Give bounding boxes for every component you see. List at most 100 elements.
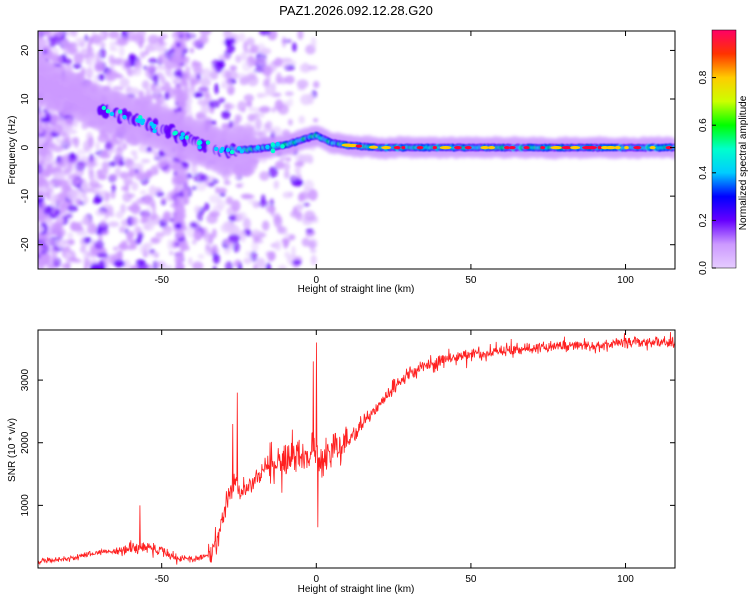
- heatmap-cell: [225, 196, 234, 205]
- heatmap-cell: [102, 161, 109, 172]
- heatmap-cell: [561, 146, 572, 150]
- heatmap-cell: [176, 42, 181, 48]
- heatmap-cell: [271, 82, 276, 91]
- heatmap-cell: [109, 41, 116, 50]
- heatmap-cell: [79, 246, 86, 254]
- heatmap-cell: [130, 150, 138, 156]
- heatmap-cell: [38, 214, 44, 222]
- colorbar-tick-label: 0.6: [698, 118, 709, 132]
- heatmap-cell: [124, 183, 130, 193]
- heatmap-cell: [163, 265, 173, 269]
- heatmap-cell: [178, 167, 187, 173]
- heatmap-cell: [130, 204, 141, 215]
- heatmap-cell: [99, 47, 107, 59]
- heatmap-cell: [239, 149, 244, 154]
- heatmap-cell: [196, 73, 202, 81]
- heatmap-cell: [540, 146, 546, 150]
- heatmap-cell: [38, 257, 46, 263]
- heatmap-cell: [88, 136, 94, 148]
- heatmap-cell: [181, 74, 187, 83]
- heatmap-cell: [144, 50, 149, 56]
- heatmap-cell: [191, 59, 199, 71]
- heatmap-cell: [177, 163, 183, 168]
- heatmap-cell: [224, 248, 231, 255]
- heatmap-cell: [96, 252, 109, 258]
- heatmap-cell: [150, 83, 156, 92]
- heatmap-cell: [205, 140, 211, 145]
- heatmap-cell: [174, 160, 178, 169]
- y-tick-label: -10: [20, 188, 31, 203]
- heatmap-cell: [221, 79, 233, 89]
- heatmap-cell: [108, 221, 120, 228]
- heatmap-cell: [67, 174, 74, 181]
- heatmap-cell: [308, 240, 316, 250]
- heatmap-cell: [212, 244, 218, 250]
- heatmap-cell: [245, 37, 255, 46]
- heatmap-cell: [260, 194, 266, 205]
- heatmap-cell: [166, 191, 176, 202]
- heatmap-cell: [119, 77, 130, 88]
- heatmap-cell: [134, 225, 141, 235]
- snr-series-line: [38, 332, 675, 566]
- heatmap-cell: [106, 82, 113, 87]
- heatmap-cell: [245, 73, 257, 81]
- heatmap-cell: [303, 179, 314, 192]
- heatmap-cell: [229, 65, 237, 71]
- heatmap-cell: [209, 194, 221, 204]
- heatmap-cell: [633, 146, 642, 150]
- x-tick-label: 0: [314, 574, 320, 585]
- heatmap-cell: [196, 182, 207, 192]
- heatmap-cell: [175, 231, 185, 239]
- heatmap-cell: [73, 188, 82, 193]
- heatmap-cell: [82, 215, 91, 223]
- heatmap-cell: [95, 51, 101, 63]
- heatmap-cell: [75, 37, 87, 44]
- heatmap-cell: [73, 53, 84, 65]
- heatmap-cell: [86, 223, 98, 235]
- heatmap-cell: [182, 195, 189, 204]
- heatmap-cell: [200, 103, 210, 115]
- heatmap-cell: [44, 112, 52, 121]
- heatmap-cell: [41, 169, 52, 175]
- heatmap-cell: [225, 147, 231, 153]
- heatmap-cell: [171, 195, 181, 199]
- heatmap-cell: [112, 246, 119, 251]
- heatmap-cell: [624, 146, 629, 150]
- heatmap-cell: [76, 169, 82, 176]
- heatmap-cell: [119, 171, 130, 180]
- heatmap-cell: [280, 144, 285, 149]
- heatmap-cell: [255, 145, 260, 150]
- heatmap-cell: [145, 44, 157, 52]
- heatmap-cell: [187, 89, 195, 98]
- heatmap-cell: [58, 132, 67, 137]
- heatmap-cell: [224, 261, 234, 269]
- heatmap-cell: [212, 205, 224, 213]
- heatmap-cell: [416, 146, 424, 150]
- heatmap-cell: [310, 254, 317, 266]
- heatmap-cell: [178, 182, 183, 191]
- heatmap-cell: [176, 222, 182, 230]
- heatmap-cell: [259, 105, 271, 114]
- heatmap-cell: [297, 193, 305, 202]
- colorbar-ticks: 0.0 0.2 0.4 0.6 0.8: [698, 70, 716, 275]
- heatmap-cell: [58, 179, 69, 187]
- heatmap-cell: [84, 67, 94, 77]
- x-tick-label: 50: [465, 574, 477, 585]
- heatmap-cell: [105, 191, 110, 199]
- heatmap-cell: [83, 196, 89, 205]
- heatmap-cell: [104, 208, 109, 220]
- heatmap-cell: [38, 122, 43, 129]
- heatmap-cell: [205, 243, 211, 251]
- heatmap-cell: [220, 146, 225, 152]
- y-tick-label: 3000: [20, 369, 31, 392]
- heatmap-cell: [243, 94, 254, 103]
- heatmap-cell: [125, 245, 137, 250]
- heatmap-cell: [189, 31, 195, 38]
- heatmap-cell: [268, 166, 278, 178]
- heatmap-cell: [480, 146, 490, 150]
- heatmap-cell: [161, 85, 166, 92]
- heatmap-cell: [254, 118, 262, 131]
- x-tick-label: 0: [314, 275, 320, 286]
- heatmap-cell: [259, 171, 270, 181]
- heatmap-cell: [104, 141, 113, 151]
